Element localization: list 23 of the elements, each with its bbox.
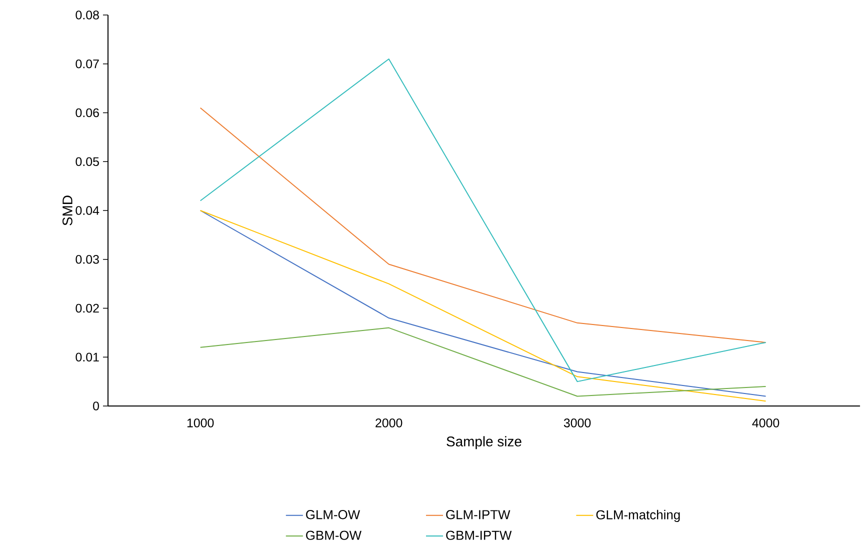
y-tick-label: 0.05 — [76, 157, 99, 166]
y-tick-label: 0.01 — [76, 352, 99, 362]
legend-label: GLM-IPTW — [446, 510, 510, 520]
y-tick-label: 0.03 — [76, 254, 99, 264]
line-series — [200, 58, 766, 382]
x-tick-label: 4000 — [752, 418, 780, 428]
line-series — [200, 107, 766, 343]
legend-label: GBM-OW — [306, 530, 362, 540]
x-axis-title: Sample size — [446, 436, 522, 450]
legend-label: GLM-OW — [306, 510, 360, 520]
y-tick-label: 0.06 — [76, 108, 99, 118]
y-tick-label: 0.08 — [76, 10, 99, 20]
y-axis-title: SMD — [62, 196, 72, 226]
legend-label: GLM-matching — [596, 510, 680, 522]
x-tick-label: 2000 — [376, 418, 402, 428]
y-tick-label: 0 — [93, 402, 99, 410]
line-series — [200, 327, 766, 397]
x-tick-label: 1000 — [187, 418, 214, 428]
x-tick-label: 3000 — [564, 418, 591, 428]
legend-label: GBM-IPTW — [446, 530, 512, 540]
y-tick-label: 0.02 — [76, 304, 99, 313]
y-tick-label: 0.07 — [76, 59, 99, 68]
y-tick-label: 0.04 — [76, 206, 100, 215]
